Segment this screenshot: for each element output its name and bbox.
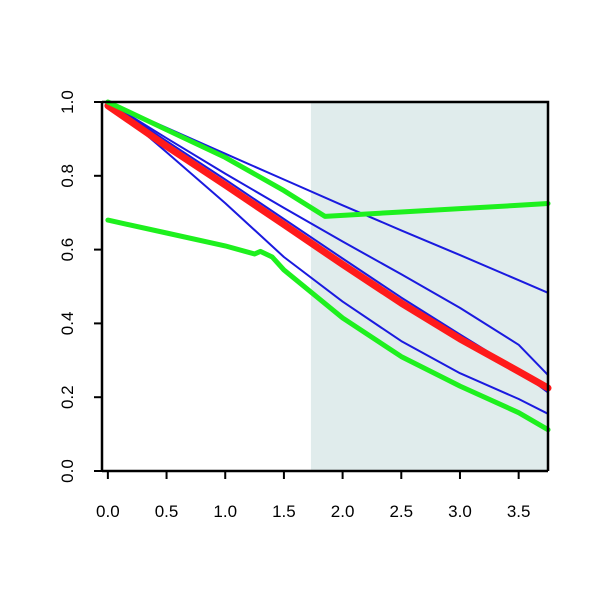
shaded-region [310,102,548,471]
x-tick-label: 0.0 [96,502,120,521]
x-tick-label: 3.5 [507,502,531,521]
series-line-blue-3 [106,101,549,415]
y-tick-label: 0.4 [58,312,77,336]
x-tick-label: 1.5 [272,502,296,521]
y-tick-label: 0.0 [58,459,77,483]
x-tick-label: 1.0 [213,502,237,521]
y-axis-ticks: 0.0 0.2 0.4 0.6 0.8 1.0 [58,90,102,483]
y-tick-label: 0.8 [58,164,77,188]
y-tick-label: 0.2 [58,385,77,409]
x-tick-label: 2.0 [331,502,355,521]
series-line-blue-1 [106,101,549,377]
series-group [104,99,552,433]
x-tick-label: 3.0 [448,502,472,521]
plot-frame [102,100,550,471]
series-line-red-4 [104,102,552,392]
x-tick-label: 2.5 [389,502,413,521]
series-line-green-6 [105,217,551,433]
series-line-green-5 [105,99,551,219]
y-tick-label: 1.0 [58,90,77,114]
x-axis-ticks: 0.0 0.5 1.0 1.5 2.0 2.5 3.0 3.5 [96,471,530,521]
x-tick-label: 0.5 [155,502,179,521]
y-tick-label: 0.6 [58,238,77,262]
